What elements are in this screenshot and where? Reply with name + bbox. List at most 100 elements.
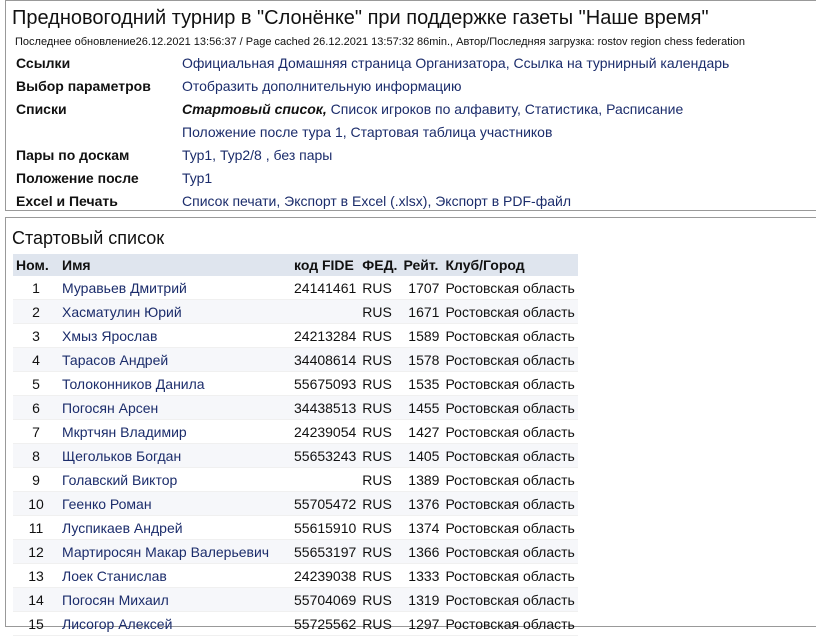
cell: RUS — [359, 539, 401, 564]
info-line: Отобразить дополнительную информацию — [182, 75, 729, 98]
header-box: Предновогодний турнир в "Слонёнке" при п… — [5, 0, 816, 211]
player-row: 4 Тарасов Андрей 34408614 RUS 1578 Ростовская… — [13, 347, 578, 372]
player-link[interactable]: Геенко Роман — [62, 495, 152, 512]
player-link[interactable]: Голавский Виктор — [62, 471, 178, 488]
player-link[interactable]: Муравьев Дмитрий — [62, 279, 187, 296]
player-link[interactable]: Толоконников Данила — [62, 375, 205, 392]
player-row: 5 Толоконников Данила 55675093 RUS 1535 Росто… — [13, 371, 578, 396]
player-row: 13 Лоек Станислав 24239038 RUS 1333 Ростовска… — [13, 563, 578, 588]
cell: 1297 — [400, 611, 443, 636]
info-link[interactable]: Тур1, — [182, 147, 217, 163]
player-link[interactable]: Луспикаев Андрей — [62, 519, 183, 536]
info-line: Тур1 — [182, 167, 729, 190]
info-label: Пары по доскам — [16, 147, 130, 163]
cell: RUS — [359, 347, 401, 372]
cell: 1535 — [400, 371, 443, 396]
info-link[interactable]: Экспорт в PDF-файл — [435, 193, 572, 209]
list-title: Стартовый список — [12, 228, 165, 248]
info-link[interactable]: Стартовый список, — [182, 101, 327, 117]
cell: Лисогор Алексей — [59, 611, 291, 636]
cell: Луспикаев Андрей — [59, 515, 291, 540]
player-link[interactable]: Погосян Михаил — [62, 591, 169, 608]
cell: 1333 — [400, 563, 443, 588]
cell: 1405 — [400, 443, 443, 468]
player-link[interactable]: Мартиросян Макар Валерьевич — [62, 543, 270, 560]
info-row: Excel и Печать Список печати, Экспорт в E… — [16, 190, 729, 213]
player-link[interactable]: Мкртчян Владимир — [62, 423, 187, 440]
cell: Погосян Михаил — [59, 587, 291, 612]
cell: RUS — [359, 563, 401, 588]
cell: 5 — [13, 371, 59, 396]
cell: 1389 — [400, 467, 443, 492]
player-row: 14 Погосян Михаил 55704069 RUS 1319 Ростовска… — [13, 587, 578, 612]
info-link[interactable]: Статистика, — [524, 101, 603, 117]
player-link[interactable]: Лоек Станислав — [62, 567, 167, 584]
info-link[interactable]: Список игроков по алфавиту, — [330, 101, 521, 117]
player-link[interactable]: Погосян Арсен — [62, 399, 159, 416]
info-label: Excel и Печать — [16, 193, 118, 209]
cell: Голавский Виктор — [59, 467, 291, 492]
player-link[interactable]: Хасматулин Юрий — [62, 303, 182, 320]
info-link[interactable]: Ссылка на турнирный календарь — [513, 55, 730, 71]
cell: 12 — [13, 539, 59, 564]
cell: RUS — [359, 276, 401, 300]
list-box: Стартовый список Ном. Имя код FIDE ФЕД. Рейт… — [5, 217, 816, 636]
cell: 1589 — [400, 323, 443, 348]
cell: 10 — [13, 491, 59, 516]
cell: 1376 — [400, 491, 443, 516]
player-link[interactable]: Тарасов Андрей — [62, 351, 169, 368]
player-row: 9 Голавский Виктор RUS 1389 Ростовская облас… — [13, 467, 578, 492]
cell — [291, 299, 360, 324]
cell: RUS — [359, 611, 401, 636]
player-row: 15 Лисогор Алексей 55725562 RUS 1297 Ростовск… — [13, 611, 578, 636]
player-link[interactable]: Щегольков Богдан — [62, 447, 182, 464]
info: Ссылки Официальная Домашняя страница Орга… — [16, 52, 729, 213]
cell: 1 — [13, 276, 59, 300]
cell: 24239054 — [291, 419, 360, 444]
cell: 55705472 — [291, 491, 360, 516]
info-link[interactable]: Список печати, — [182, 193, 281, 209]
info-line: Тур1, Тур2/8 , без пары — [182, 144, 729, 167]
page: Chess results {"header": {"title": "Пред… — [5, 0, 816, 636]
updated: Последнее обновление26.12.2021 13:56:37 … — [15, 36, 745, 48]
info-link[interactable]: Стартовая таблица участников — [350, 124, 553, 140]
info-link[interactable]: Экспорт в Excel (.xlsx), — [284, 193, 432, 209]
cell: Ростовская область — [442, 443, 578, 468]
player-row: 3 Хмыз Ярослав 24213284 RUS 1589 Ростовская о… — [13, 323, 578, 348]
info-link[interactable]: Официальная Домашняя страница Организато… — [182, 55, 510, 71]
cell: Погосян Арсен — [59, 395, 291, 420]
cell: Тарасов Андрей — [59, 347, 291, 372]
player-link[interactable]: Лисогор Алексей — [62, 615, 173, 632]
cell: 2 — [13, 299, 59, 324]
info-line: Стартовый список, Список игроков по алфа… — [182, 98, 729, 121]
cell: 13 — [13, 563, 59, 588]
player-row: 8 Щегольков Богдан 55653243 RUS 1405 Ростовск… — [13, 443, 578, 468]
info-link[interactable]: Тур2/8 , — [219, 147, 270, 163]
cell: 34408614 — [291, 347, 360, 372]
cell: 55615910 — [291, 515, 360, 540]
info-label: Ссылки — [16, 55, 71, 71]
info-line: Список печати, Экспорт в Excel (.xlsx), … — [182, 190, 729, 213]
cell: 24213284 — [291, 323, 360, 348]
title: Предновогодний турнир в "Слонёнке" при п… — [12, 7, 709, 29]
cell: 1707 — [400, 276, 443, 300]
cell: 15 — [13, 611, 59, 636]
info-link[interactable]: Положение после тура 1, — [182, 124, 347, 140]
info-link[interactable]: Расписание — [606, 101, 684, 117]
player-row: 10 Геенко Роман 55705472 RUS 1376 Ростовская … — [13, 491, 578, 516]
cell: RUS — [359, 371, 401, 396]
cell: 55704069 — [291, 587, 360, 612]
column-header: Имя — [59, 254, 291, 276]
cell: Ростовская область — [442, 395, 578, 420]
cell: Щегольков Богдан — [59, 443, 291, 468]
cell: Геенко Роман — [59, 491, 291, 516]
cell: RUS — [359, 323, 401, 348]
player-link[interactable]: Хмыз Ярослав — [62, 327, 158, 344]
info-link[interactable]: без пары — [273, 147, 333, 163]
cell: 34438513 — [291, 395, 360, 420]
cell: Ростовская область — [442, 563, 578, 588]
info-link[interactable]: Тур1 — [182, 170, 213, 186]
info-link[interactable]: Отобразить дополнительную информацию — [182, 78, 462, 94]
info-row: Пары по доскам Тур1, Тур2/8 , без пары — [16, 144, 729, 167]
cell: 1455 — [400, 395, 443, 420]
